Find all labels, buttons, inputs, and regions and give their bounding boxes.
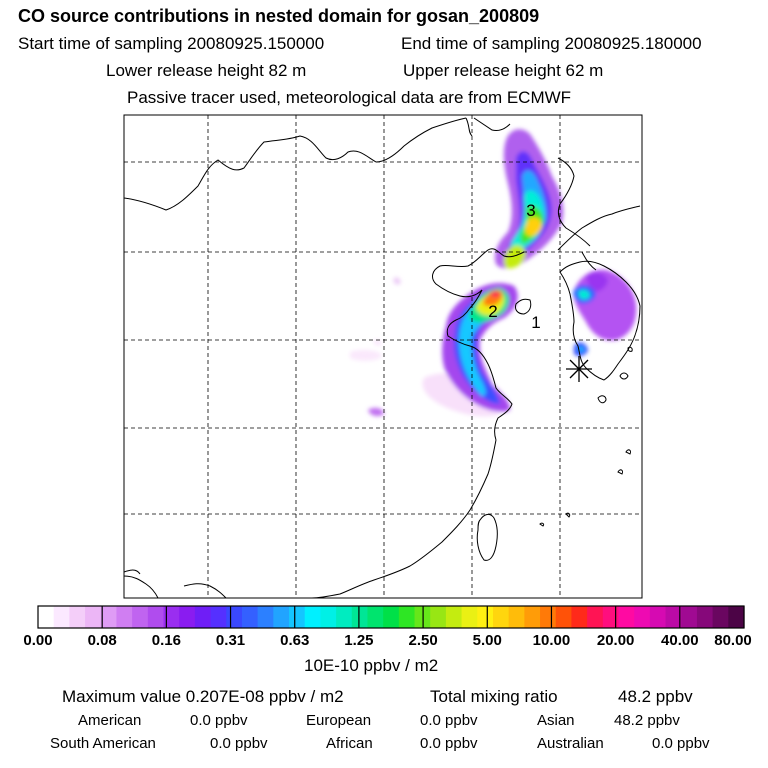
colorbar-cell (147, 606, 165, 628)
plot-title: CO source contributions in nested domain… (18, 6, 540, 26)
colorbar-cell (492, 606, 510, 628)
source-label-3: 3 (526, 201, 535, 220)
colorbar-cell (712, 606, 729, 628)
source-label-2: 2 (488, 302, 497, 321)
region-value-african: 0.0 ppbv (420, 735, 478, 752)
colorbar-cell (383, 606, 400, 628)
colorbar-cell (273, 606, 290, 628)
region-value-american: 0.0 ppbv (190, 712, 248, 729)
total-mixing-ratio-label: Total mixing ratio (430, 687, 558, 706)
colorbar-tick-label: 0.16 (151, 632, 181, 649)
colorbar-cell (649, 606, 667, 628)
colorbar-cell (69, 606, 86, 628)
colorbar-cell (241, 606, 259, 628)
region-name-american: American (78, 712, 142, 729)
colorbar-cell (320, 606, 337, 628)
region-value-australian: 0.0 ppbv (652, 735, 710, 752)
colorbar-cell (163, 606, 180, 628)
colorbar-cell (53, 606, 70, 628)
colorbar-cell (289, 606, 306, 628)
colorbar-units: 10E-10 ppbv / m2 (304, 656, 439, 675)
region-name-australian: Australian (537, 735, 604, 752)
coastlines (124, 117, 641, 598)
region-value-south-american: 0.0 ppbv (210, 735, 268, 752)
colorbar-cell (477, 606, 494, 628)
colorbar-cell (508, 606, 525, 628)
colorbar-tick-label: 2.50 (408, 632, 438, 649)
region-value-asian: 48.2 ppbv (614, 712, 680, 729)
source-label-1: 1 (531, 313, 540, 332)
colorbar-cell (116, 606, 133, 628)
colorbar-cell (100, 606, 118, 628)
colorbar-tick-label: 10.00 (532, 632, 571, 649)
colorbar-cell (728, 606, 745, 628)
colorbar-cell (132, 606, 149, 628)
colorbar-cell (430, 606, 447, 628)
upper-release-height: Upper release height 62 m (403, 61, 604, 80)
colorbar-tick-label: 0.63 (280, 632, 310, 649)
colorbar-tick-label: 0.31 (215, 632, 246, 649)
region-name-european: European (306, 712, 372, 729)
colorbar-tick-label: 40.00 (661, 632, 699, 649)
start-time-label: Start time of sampling 20080925.150000 (18, 34, 325, 53)
colorbar-cell (587, 606, 604, 628)
colorbar-tick-label: 0.00 (23, 632, 53, 649)
colorbar-cell (194, 606, 212, 628)
colorbar-cell (445, 606, 463, 628)
colorbar-cell (461, 606, 478, 628)
maximum-value-label: Maximum value 0.207E-08 ppbv / m2 (62, 687, 344, 706)
colorbar-tick-label: 0.08 (87, 632, 117, 649)
colorbar-tick-label: 1.25 (344, 632, 374, 649)
colorbar-cell (336, 606, 353, 628)
colorbar-cell (367, 606, 384, 628)
region-name-asian: Asian (537, 712, 575, 729)
receptor-star-icon (566, 356, 592, 382)
end-time-label: End time of sampling 20080925.180000 (401, 34, 702, 53)
colorbar-tick-label: 20.00 (596, 632, 635, 649)
colorbar-cell (257, 606, 274, 628)
concentration-field (350, 129, 637, 417)
region-value-european: 0.0 ppbv (420, 712, 478, 729)
colorbar-cell (696, 606, 714, 628)
total-mixing-ratio-value: 48.2 ppbv (618, 687, 693, 706)
colorbar-cell (571, 606, 588, 628)
region-name-african: African (326, 735, 373, 752)
colorbar-cell (85, 606, 102, 628)
colorbar-tick-label: 80.00 (714, 632, 752, 649)
colorbar-cell (524, 606, 541, 628)
colorbar-cell (226, 606, 243, 628)
colorbar-cell (540, 606, 557, 628)
colorbar-tick-label: 5.00 (472, 632, 502, 649)
colorbar-cell (665, 606, 682, 628)
colorbar-cell (602, 606, 620, 628)
colorbar-cell (38, 606, 55, 628)
lower-release-height: Lower release height 82 m (106, 61, 307, 80)
colorbar-cell (398, 606, 416, 628)
colorbar-cell (681, 606, 698, 628)
colorbar-cell (351, 606, 369, 628)
colorbar-cell (555, 606, 573, 628)
colorbar-cell (179, 606, 196, 628)
colorbar-cell (304, 606, 321, 628)
map-frame (123, 114, 643, 599)
tracer-note: Passive tracer used, meteorological data… (127, 88, 572, 107)
colorbar-cell (210, 606, 227, 628)
lat-lon-grid (124, 115, 642, 598)
colorbar-cell (634, 606, 651, 628)
colorbar-cell (618, 606, 635, 628)
region-name-south-american: South American (50, 735, 156, 752)
